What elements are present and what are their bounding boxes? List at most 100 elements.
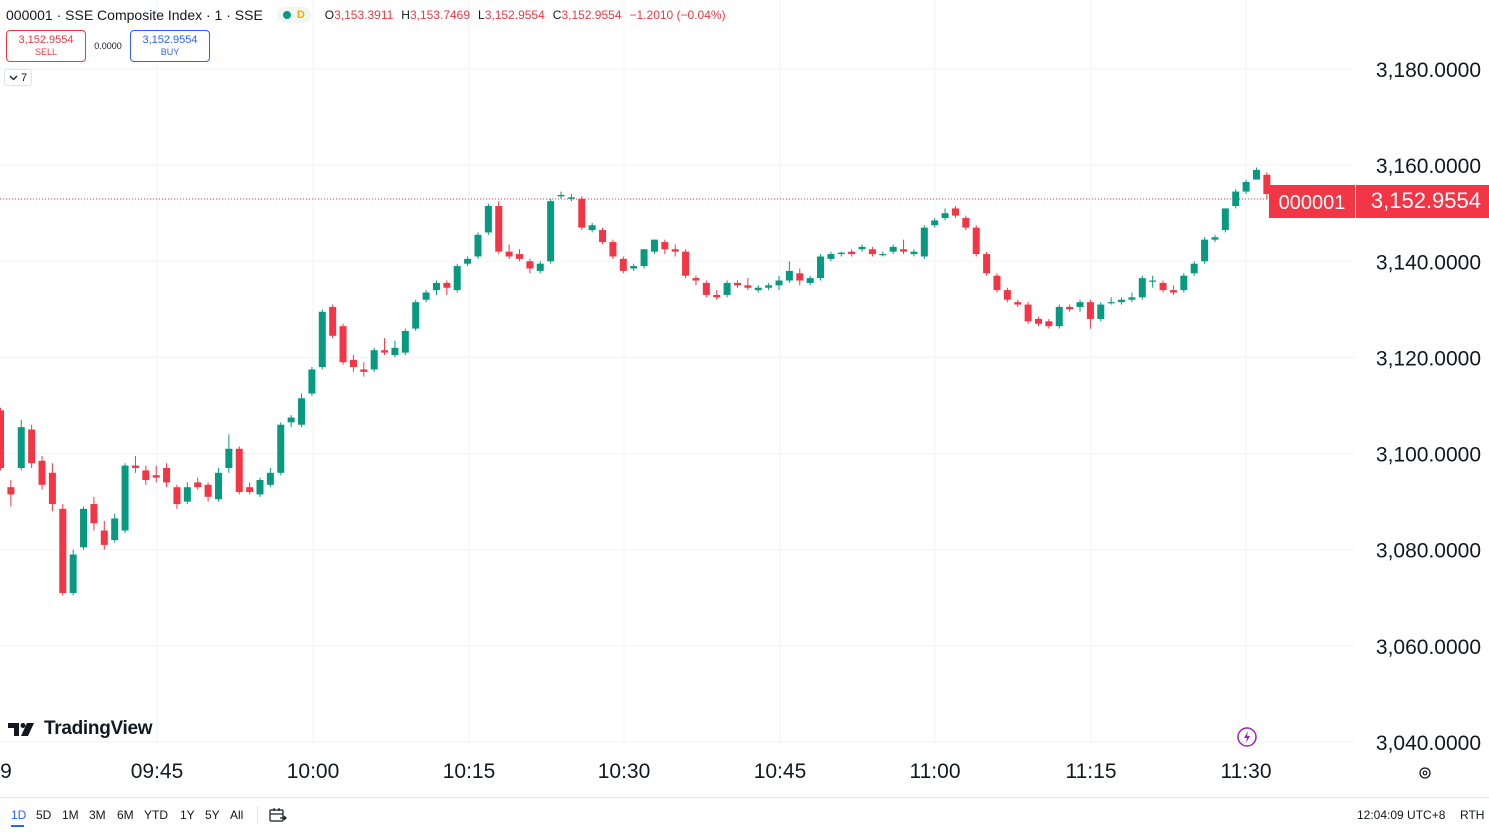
candle [630, 263, 638, 271]
candle [59, 504, 67, 596]
candle [879, 251, 887, 257]
candle-body [754, 287, 762, 291]
candle [765, 282, 773, 291]
candle-body [858, 246, 866, 250]
session-toggle[interactable]: RTH [1460, 808, 1485, 822]
candle [484, 203, 492, 235]
candle [308, 367, 316, 396]
symbol-title[interactable]: 000001 · SSE Composite Index · 1 · SSE [6, 7, 263, 23]
lightning-icon[interactable] [1237, 727, 1257, 747]
candle [619, 256, 627, 274]
tradingview-logo-icon [8, 723, 34, 736]
candle-body [650, 239, 658, 252]
candle-body [868, 249, 876, 255]
candle-body [412, 302, 420, 329]
candle-body [1107, 302, 1115, 304]
low-label: L [478, 8, 485, 22]
candle-body [1066, 306, 1074, 310]
price-axis[interactable]: 3,040.0000 3,060.0000 3,080.0000 3,100.0000… [1376, 59, 1481, 755]
time-tick-label: 11:30 [1221, 760, 1272, 783]
clock-timezone[interactable]: 12:04:09 UTC+8 [1357, 808, 1446, 822]
candle-body [723, 282, 731, 295]
price-tick-label: 3,160.0000 [1376, 155, 1481, 178]
calendar-goto-icon[interactable] [268, 806, 288, 824]
candle [17, 419, 25, 471]
range-6m[interactable]: 6M [117, 808, 134, 822]
chart-grid [0, 0, 1355, 745]
active-range-indicator [11, 825, 24, 827]
time-tick-label: 09:45 [131, 760, 184, 783]
candle-body [920, 227, 928, 257]
candle-body [1045, 321, 1053, 327]
candle [848, 249, 856, 257]
candle-body [1159, 282, 1167, 291]
candle-body [1055, 306, 1063, 327]
candle [900, 239, 908, 255]
candle [1169, 285, 1177, 295]
candle [578, 196, 586, 231]
candle-body [318, 311, 326, 368]
candle [329, 304, 337, 339]
candle-body [713, 294, 721, 298]
close-label: C [552, 8, 562, 22]
market-status-badge[interactable]: D [276, 7, 311, 23]
candle-body [204, 484, 212, 497]
buy-label: BUY [160, 47, 180, 57]
candle-body [0, 410, 4, 468]
range-all[interactable]: All [230, 808, 244, 822]
range-1d[interactable]: 1D [11, 808, 27, 822]
candle-body [941, 213, 949, 219]
candle [1066, 304, 1074, 312]
price-tick-label: 3,180.0000 [1376, 59, 1481, 82]
price-tick-label: 3,140.0000 [1376, 251, 1481, 274]
range-1m[interactable]: 1M [62, 808, 79, 822]
candle [1003, 287, 1011, 303]
range-3m[interactable]: 3M [89, 808, 106, 822]
high-label: H [401, 8, 410, 22]
toolbar-divider [257, 806, 258, 824]
candle-body [817, 256, 825, 279]
candle [432, 280, 440, 295]
candle [661, 239, 669, 255]
candle [526, 258, 534, 274]
price-tag-price-bg [1356, 185, 1489, 218]
candle [464, 256, 472, 267]
range-5y[interactable]: 5Y [205, 808, 220, 822]
price-tick-label: 3,040.0000 [1376, 732, 1481, 755]
buy-button[interactable]: 3,152.9554 BUY [130, 30, 210, 62]
candle [785, 261, 793, 283]
range-5d[interactable]: 5D [36, 808, 52, 822]
candle [163, 463, 171, 488]
time-axis[interactable]: 09:45 10:00 10:15 10:30 10:45 11:00 11:15 11:30… [0, 760, 1271, 783]
candle [868, 246, 876, 257]
indicators-collapse-button[interactable]: 7 [4, 69, 32, 86]
range-1y[interactable]: 1Y [180, 808, 195, 822]
candle [993, 273, 1001, 293]
candle-body [1242, 181, 1250, 192]
time-tick-label: 10:30 [598, 760, 651, 783]
candle-body [640, 249, 648, 267]
candle-body [370, 350, 378, 370]
candle [713, 290, 721, 300]
candle-body [1118, 299, 1126, 303]
candle [609, 239, 617, 259]
price-tick-label: 3,100.0000 [1376, 444, 1481, 467]
tradingview-logo[interactable]: TradingView [8, 718, 153, 740]
sell-button[interactable]: 3,152.9554 SELL [6, 30, 86, 62]
price-tag-symbol: 000001 [1279, 192, 1346, 214]
candle-body [661, 242, 669, 250]
settings-icon[interactable] [1419, 767, 1431, 779]
candle-body [1221, 208, 1229, 231]
candle-body [484, 206, 492, 233]
high-value: 3,153.7469 [409, 8, 471, 22]
candle [744, 278, 752, 291]
candle-body [474, 234, 482, 257]
candle [889, 244, 897, 255]
range-ytd[interactable]: YTD [144, 808, 168, 822]
candle [1055, 304, 1063, 329]
candle-body [526, 261, 534, 269]
candle [920, 225, 928, 259]
candles [0, 167, 1281, 596]
candle-body [349, 359, 357, 368]
